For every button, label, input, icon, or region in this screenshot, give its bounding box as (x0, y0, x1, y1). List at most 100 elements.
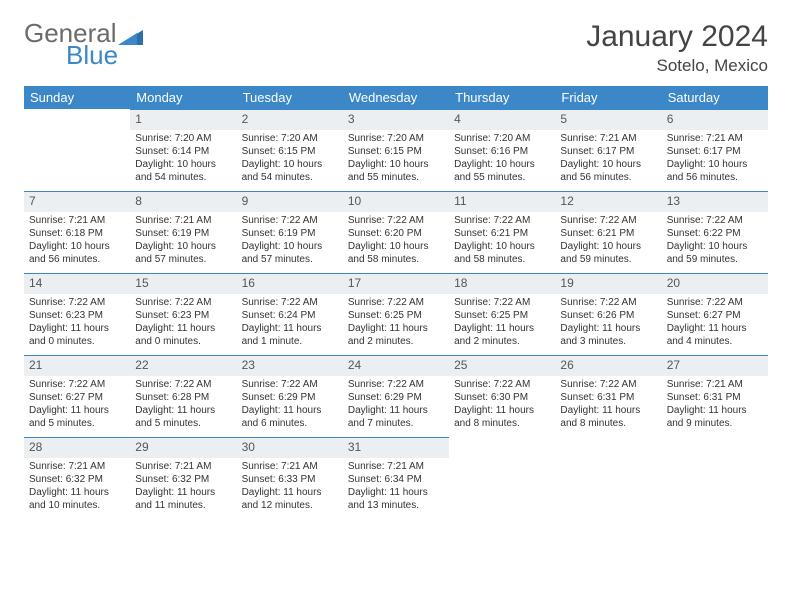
sunset-text: Sunset: 6:32 PM (135, 473, 231, 486)
sunset-text: Sunset: 6:26 PM (560, 309, 656, 322)
day-number: 15 (130, 273, 236, 294)
sunrise-text: Sunrise: 7:21 AM (348, 460, 444, 473)
sunset-text: Sunset: 6:25 PM (348, 309, 444, 322)
sunrise-text: Sunrise: 7:22 AM (560, 296, 656, 309)
day-number: 23 (237, 355, 343, 376)
daylight-text: Daylight: 11 hours and 2 minutes. (348, 322, 444, 348)
sunrise-text: Sunrise: 7:22 AM (135, 296, 231, 309)
daylight-text: Daylight: 10 hours and 59 minutes. (560, 240, 656, 266)
sunset-text: Sunset: 6:23 PM (135, 309, 231, 322)
daylight-text: Daylight: 10 hours and 57 minutes. (135, 240, 231, 266)
day-content: Sunrise: 7:22 AMSunset: 6:30 PMDaylight:… (449, 376, 555, 434)
sunset-text: Sunset: 6:27 PM (29, 391, 125, 404)
sunset-text: Sunset: 6:29 PM (242, 391, 338, 404)
daylight-text: Daylight: 11 hours and 13 minutes. (348, 486, 444, 512)
day-content: Sunrise: 7:22 AMSunset: 6:24 PMDaylight:… (237, 294, 343, 352)
location-label: Sotelo, Mexico (586, 56, 768, 76)
daylight-text: Daylight: 11 hours and 5 minutes. (135, 404, 231, 430)
day-content: Sunrise: 7:20 AMSunset: 6:15 PMDaylight:… (343, 130, 449, 188)
sunset-text: Sunset: 6:25 PM (454, 309, 550, 322)
day-content: Sunrise: 7:21 AMSunset: 6:32 PMDaylight:… (24, 458, 130, 516)
sunrise-text: Sunrise: 7:20 AM (242, 132, 338, 145)
day-content: Sunrise: 7:20 AMSunset: 6:14 PMDaylight:… (130, 130, 236, 188)
calendar-day-cell (449, 437, 555, 519)
calendar-day-cell: 7Sunrise: 7:21 AMSunset: 6:18 PMDaylight… (24, 191, 130, 273)
sunrise-text: Sunrise: 7:21 AM (242, 460, 338, 473)
sunset-text: Sunset: 6:18 PM (29, 227, 125, 240)
sunset-text: Sunset: 6:16 PM (454, 145, 550, 158)
day-header: Tuesday (237, 86, 343, 109)
daylight-text: Daylight: 11 hours and 11 minutes. (135, 486, 231, 512)
calendar-table: Sunday Monday Tuesday Wednesday Thursday… (24, 86, 768, 519)
day-content: Sunrise: 7:21 AMSunset: 6:18 PMDaylight:… (24, 212, 130, 270)
calendar-day-cell (555, 437, 661, 519)
sunrise-text: Sunrise: 7:21 AM (29, 214, 125, 227)
sunset-text: Sunset: 6:27 PM (667, 309, 763, 322)
calendar-day-cell (24, 109, 130, 191)
day-number: 28 (24, 437, 130, 458)
day-number: 22 (130, 355, 236, 376)
calendar-day-cell: 14Sunrise: 7:22 AMSunset: 6:23 PMDayligh… (24, 273, 130, 355)
calendar-day-cell: 10Sunrise: 7:22 AMSunset: 6:20 PMDayligh… (343, 191, 449, 273)
sunset-text: Sunset: 6:14 PM (135, 145, 231, 158)
sunset-text: Sunset: 6:31 PM (560, 391, 656, 404)
day-number: 16 (237, 273, 343, 294)
sunrise-text: Sunrise: 7:22 AM (348, 214, 444, 227)
day-number: 31 (343, 437, 449, 458)
sunset-text: Sunset: 6:34 PM (348, 473, 444, 486)
sunrise-text: Sunrise: 7:21 AM (560, 132, 656, 145)
sunset-text: Sunset: 6:29 PM (348, 391, 444, 404)
calendar-day-cell: 11Sunrise: 7:22 AMSunset: 6:21 PMDayligh… (449, 191, 555, 273)
day-number: 9 (237, 191, 343, 212)
sunset-text: Sunset: 6:15 PM (348, 145, 444, 158)
calendar-day-cell: 18Sunrise: 7:22 AMSunset: 6:25 PMDayligh… (449, 273, 555, 355)
day-number: 5 (555, 109, 661, 130)
calendar-week-row: 1Sunrise: 7:20 AMSunset: 6:14 PMDaylight… (24, 109, 768, 191)
daylight-text: Daylight: 11 hours and 8 minutes. (560, 404, 656, 430)
calendar-day-cell: 5Sunrise: 7:21 AMSunset: 6:17 PMDaylight… (555, 109, 661, 191)
calendar-day-cell (662, 437, 768, 519)
sunset-text: Sunset: 6:19 PM (242, 227, 338, 240)
sunrise-text: Sunrise: 7:22 AM (454, 378, 550, 391)
day-content: Sunrise: 7:22 AMSunset: 6:19 PMDaylight:… (237, 212, 343, 270)
daylight-text: Daylight: 11 hours and 9 minutes. (667, 404, 763, 430)
daylight-text: Daylight: 10 hours and 55 minutes. (454, 158, 550, 184)
sunrise-text: Sunrise: 7:22 AM (242, 214, 338, 227)
calendar-day-cell: 6Sunrise: 7:21 AMSunset: 6:17 PMDaylight… (662, 109, 768, 191)
day-content: Sunrise: 7:21 AMSunset: 6:34 PMDaylight:… (343, 458, 449, 516)
day-content: Sunrise: 7:22 AMSunset: 6:25 PMDaylight:… (449, 294, 555, 352)
calendar-day-cell: 28Sunrise: 7:21 AMSunset: 6:32 PMDayligh… (24, 437, 130, 519)
sunrise-text: Sunrise: 7:22 AM (29, 378, 125, 391)
daylight-text: Daylight: 11 hours and 8 minutes. (454, 404, 550, 430)
calendar-week-row: 21Sunrise: 7:22 AMSunset: 6:27 PMDayligh… (24, 355, 768, 437)
sunrise-text: Sunrise: 7:22 AM (348, 296, 444, 309)
daylight-text: Daylight: 11 hours and 6 minutes. (242, 404, 338, 430)
day-content: Sunrise: 7:21 AMSunset: 6:32 PMDaylight:… (130, 458, 236, 516)
sunset-text: Sunset: 6:30 PM (454, 391, 550, 404)
day-content: Sunrise: 7:20 AMSunset: 6:16 PMDaylight:… (449, 130, 555, 188)
daylight-text: Daylight: 10 hours and 55 minutes. (348, 158, 444, 184)
daylight-text: Daylight: 11 hours and 0 minutes. (29, 322, 125, 348)
day-number: 25 (449, 355, 555, 376)
calendar-day-cell: 26Sunrise: 7:22 AMSunset: 6:31 PMDayligh… (555, 355, 661, 437)
page-header: GeneralBlue January 2024Sotelo, Mexico (24, 20, 768, 76)
calendar-day-cell: 20Sunrise: 7:22 AMSunset: 6:27 PMDayligh… (662, 273, 768, 355)
sunrise-text: Sunrise: 7:20 AM (348, 132, 444, 145)
calendar-day-cell: 2Sunrise: 7:20 AMSunset: 6:15 PMDaylight… (237, 109, 343, 191)
calendar-day-cell: 8Sunrise: 7:21 AMSunset: 6:19 PMDaylight… (130, 191, 236, 273)
title-block: January 2024Sotelo, Mexico (586, 20, 768, 76)
day-content: Sunrise: 7:21 AMSunset: 6:17 PMDaylight:… (662, 130, 768, 188)
sunrise-text: Sunrise: 7:22 AM (667, 214, 763, 227)
day-header: Wednesday (343, 86, 449, 109)
brand-logo: GeneralBlue (24, 20, 144, 68)
sunrise-text: Sunrise: 7:21 AM (135, 460, 231, 473)
calendar-day-cell: 30Sunrise: 7:21 AMSunset: 6:33 PMDayligh… (237, 437, 343, 519)
day-number: 24 (343, 355, 449, 376)
day-header-row: Sunday Monday Tuesday Wednesday Thursday… (24, 86, 768, 109)
daylight-text: Daylight: 11 hours and 7 minutes. (348, 404, 444, 430)
day-content: Sunrise: 7:22 AMSunset: 6:27 PMDaylight:… (24, 376, 130, 434)
day-number: 27 (662, 355, 768, 376)
calendar-day-cell: 9Sunrise: 7:22 AMSunset: 6:19 PMDaylight… (237, 191, 343, 273)
day-header: Sunday (24, 86, 130, 109)
day-content: Sunrise: 7:22 AMSunset: 6:27 PMDaylight:… (662, 294, 768, 352)
